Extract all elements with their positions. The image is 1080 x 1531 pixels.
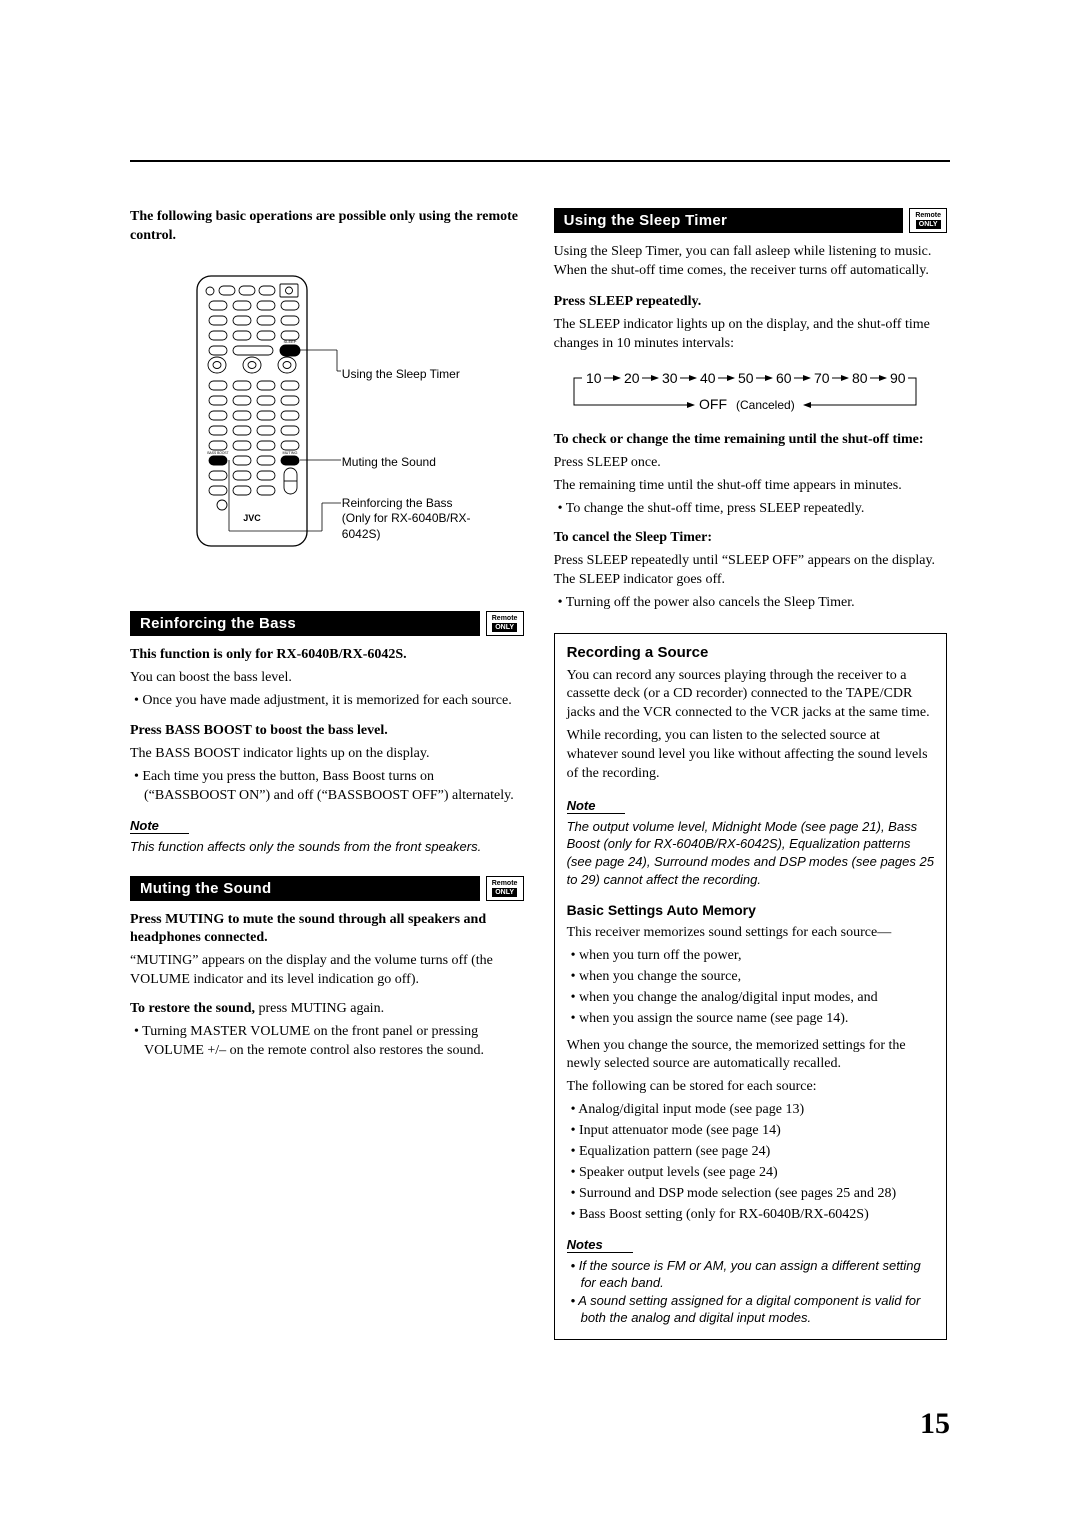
svg-text:80: 80 — [852, 370, 868, 386]
sleep-check-l1: Press SLEEP once. — [554, 454, 948, 473]
mute-restore-line: To restore the sound, press MUTING again… — [130, 1000, 524, 1019]
svg-text:20: 20 — [624, 370, 640, 386]
list-item: when you change the source, — [567, 968, 935, 987]
list-item: when you change the analog/digital input… — [567, 989, 935, 1008]
sleep-cancel-head: To cancel the Sleep Timer: — [554, 529, 948, 548]
sleep-intro: Using the Sleep Timer, you can fall asle… — [554, 243, 948, 281]
auto-memory-title: Basic Settings Auto Memory — [567, 902, 935, 918]
list-item: Speaker output levels (see page 24) — [567, 1164, 935, 1183]
sleep-cancel-bullet: Turning off the power also cancels the S… — [554, 594, 948, 613]
record-note-body: The output volume level, Midnight Mode (… — [567, 818, 935, 888]
svg-text:90: 90 — [890, 370, 906, 386]
remote-only-badge: Remote ONLY — [486, 611, 524, 636]
sleep-timer-diagram: 10 20 30 40 50 60 70 80 90 OFF (Canceled… — [564, 367, 948, 417]
mute-press-body: “MUTING” appears on the display and the … — [130, 952, 524, 990]
list-item: when you turn off the power, — [567, 947, 935, 966]
svg-text:70: 70 — [814, 370, 830, 386]
list-item: when you assign the source name (see pag… — [567, 1010, 935, 1029]
section-mute-title: Muting the Sound — [130, 876, 480, 901]
intro-text: The following basic operations are possi… — [130, 208, 524, 246]
bass-press-head: Press BASS BOOST to boost the bass level… — [130, 722, 524, 741]
bass-memo: Once you have made adjustment, it is mem… — [130, 692, 524, 711]
remote-only-badge-2: Remote ONLY — [486, 876, 524, 901]
section-bass-header: Reinforcing the Bass Remote ONLY — [130, 611, 524, 636]
auto-memory-p2a: When you change the source, the memorize… — [567, 1037, 935, 1075]
list-item: Surround and DSP mode selection (see pag… — [567, 1185, 935, 1204]
timer-canceled: (Canceled) — [736, 398, 795, 412]
bass-note-body: This function affects only the sounds fr… — [130, 838, 524, 856]
list-item: Input attenuator mode (see page 14) — [567, 1122, 935, 1141]
mute-restore-bullet: Turning MASTER VOLUME on the front panel… — [130, 1023, 524, 1061]
record-box: Recording a Source You can record any so… — [554, 633, 948, 1340]
svg-text:40: 40 — [700, 370, 716, 386]
sleep-check-head: To check or change the time remaining un… — [554, 431, 948, 450]
note-item: • A sound setting assigned for a digital… — [567, 1292, 935, 1327]
list-item: Analog/digital input mode (see page 13) — [567, 1101, 935, 1120]
callout-mute: Muting the Sound — [342, 455, 436, 471]
sleep-press-body: The SLEEP indicator lights up on the dis… — [554, 316, 948, 354]
list-item: Bass Boost setting (only for RX-6040B/RX… — [567, 1206, 935, 1225]
note-item: • If the source is FM or AM, you can ass… — [567, 1257, 935, 1292]
auto-memory-p2b: The following can be stored for each sou… — [567, 1078, 935, 1097]
muting-label: MUTING — [282, 451, 297, 455]
bass-press-body: The BASS BOOST indicator lights up on th… — [130, 745, 524, 764]
section-sleep-header: Using the Sleep Timer Remote ONLY — [554, 208, 948, 233]
mute-press-head: Press MUTING to mute the sound through a… — [130, 911, 524, 949]
record-p1: You can record any sources playing throu… — [567, 667, 935, 724]
record-p2: While recording, you can listen to the s… — [567, 727, 935, 784]
section-mute-header: Muting the Sound Remote ONLY — [130, 876, 524, 901]
svg-text:10: 10 — [586, 370, 602, 386]
jvc-logo: JVC — [243, 513, 261, 523]
remote-only-badge-3: Remote ONLY — [909, 208, 947, 233]
auto-notes-head: Notes — [567, 1237, 633, 1253]
bass-model-note: This function is only for RX-6040B/RX-60… — [130, 646, 524, 665]
sleep-press-head: Press SLEEP repeatedly. — [554, 293, 948, 312]
svg-text:60: 60 — [776, 370, 792, 386]
remote-diagram: SLEEP BASS BOOST MUTING JVC Using the Sl… — [167, 271, 487, 571]
section-sleep-title: Using the Sleep Timer — [554, 208, 904, 233]
sleep-label: SLEEP — [283, 339, 296, 344]
callout-bass: Reinforcing the Bass (Only for RX-6040B/… — [342, 496, 487, 543]
svg-text:50: 50 — [738, 370, 754, 386]
sleep-check-bullet: To change the shut-off time, press SLEEP… — [554, 500, 948, 519]
sleep-cancel-l1: Press SLEEP repeatedly until “SLEEP OFF”… — [554, 552, 948, 590]
bassboost-label: BASS BOOST — [207, 451, 228, 455]
page-content: The following basic operations are possi… — [0, 0, 1080, 1400]
record-title: Recording a Source — [567, 644, 935, 661]
bass-each-time: Each time you press the button, Bass Boo… — [130, 768, 524, 806]
svg-text:30: 30 — [662, 370, 678, 386]
timer-off: OFF — [699, 396, 727, 412]
auto-memory-intro: This receiver memorizes sound settings f… — [567, 924, 935, 943]
callout-sleep: Using the Sleep Timer — [342, 367, 460, 383]
sleep-check-l2: The remaining time until the shut-off ti… — [554, 477, 948, 496]
record-note-head: Note — [567, 798, 626, 814]
list-item: Equalization pattern (see page 24) — [567, 1143, 935, 1162]
page-number: 15 — [920, 1407, 950, 1441]
bass-intro: You can boost the bass level. — [130, 669, 524, 688]
section-bass-title: Reinforcing the Bass — [130, 611, 480, 636]
bass-note-head: Note — [130, 818, 189, 834]
